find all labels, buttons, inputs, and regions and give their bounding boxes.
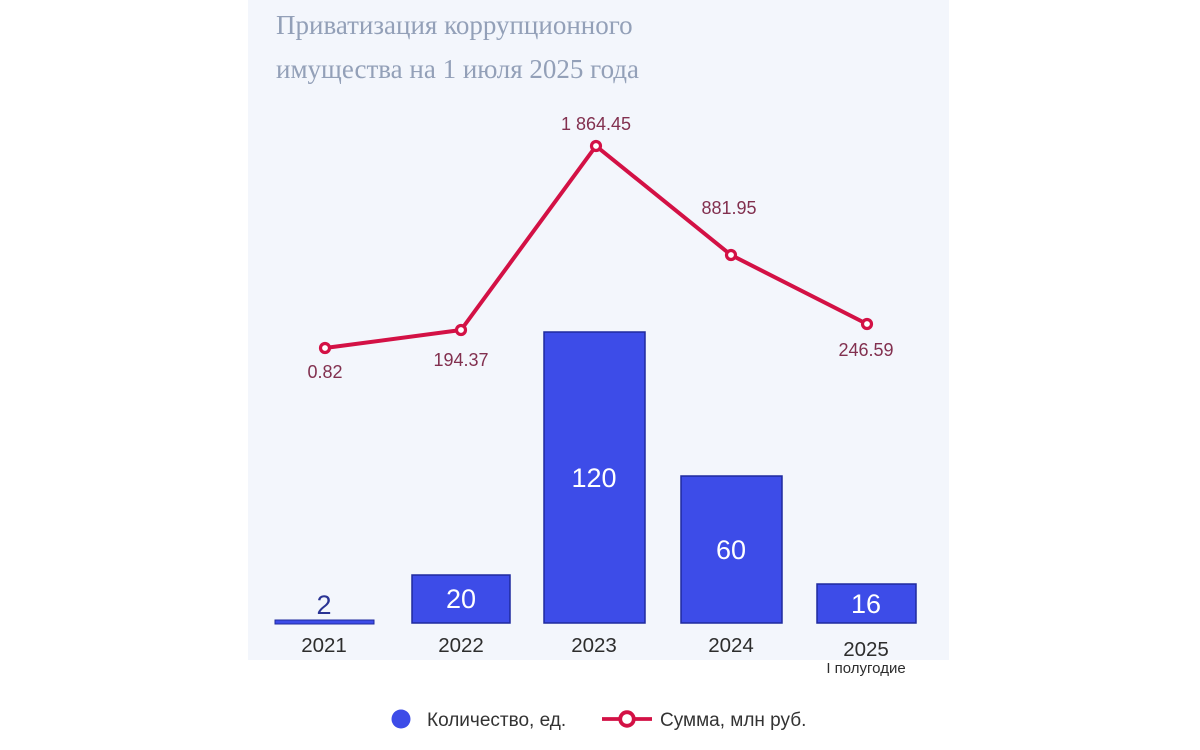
svg-text:2023: 2023: [571, 634, 617, 657]
svg-text:20: 20: [446, 584, 476, 614]
svg-text:1 864.45: 1 864.45: [561, 114, 631, 134]
svg-text:I полугодие: I полугодие: [826, 660, 905, 677]
svg-text:60: 60: [716, 535, 746, 565]
svg-text:2021: 2021: [301, 634, 347, 657]
svg-text:2022: 2022: [438, 634, 484, 657]
svg-text:Сумма, млн руб.: Сумма, млн руб.: [660, 710, 806, 731]
svg-text:2: 2: [316, 590, 331, 620]
svg-text:2024: 2024: [708, 634, 754, 657]
svg-text:246.59: 246.59: [838, 340, 893, 360]
svg-text:881.95: 881.95: [701, 198, 756, 218]
svg-text:194.37: 194.37: [433, 350, 488, 370]
svg-text:16: 16: [851, 589, 881, 619]
svg-text:120: 120: [571, 463, 616, 493]
svg-text:2025: 2025: [843, 638, 889, 661]
svg-text:Количество, ед.: Количество, ед.: [427, 710, 566, 731]
svg-text:0.82: 0.82: [307, 362, 342, 382]
